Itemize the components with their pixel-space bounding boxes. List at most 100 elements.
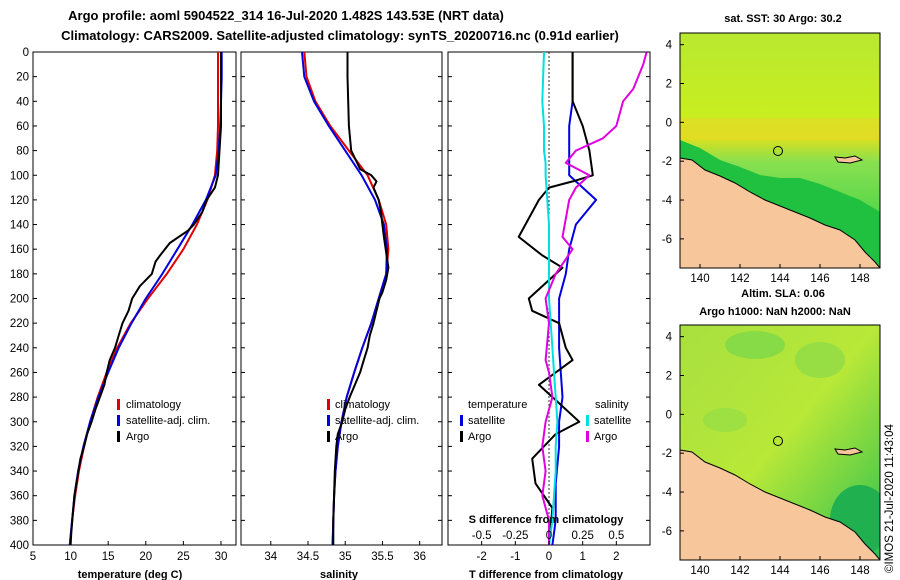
- legend-title-temperature: temperature: [468, 399, 527, 411]
- p1-xtick-label: 10: [64, 551, 77, 563]
- depth-tick-label: 320: [10, 441, 29, 453]
- m1-ticks-lon-label: 140: [690, 273, 709, 285]
- m2-ticks-lat-label: -4: [662, 487, 673, 499]
- legend3-swatch-sal-satellite: [586, 415, 589, 426]
- depth-tick-label: 160: [10, 244, 29, 256]
- p3-series-salinity-argo: [541, 51, 648, 545]
- m1-ticks-lon-label: 144: [770, 273, 790, 285]
- p1-xtick-label: 20: [139, 551, 152, 563]
- depth-tick-label: 220: [10, 318, 29, 330]
- m2-ticks-lat-label: -2: [662, 448, 672, 460]
- p3-series-temperature-satellite: [551, 52, 598, 546]
- legend2-swatch-argo: [327, 431, 330, 442]
- m1-ticks-lat-label: -2: [662, 156, 672, 168]
- depth-tick-label: 260: [10, 367, 29, 379]
- legend3-temp-satellite: satellite: [468, 415, 505, 427]
- t-difference-xlabel: T difference from climatology: [469, 569, 624, 580]
- depth-tick-label: 20: [16, 72, 29, 84]
- legend3-sal-satellite: satellite: [594, 415, 631, 427]
- depth-tick-label: 140: [10, 220, 29, 232]
- depth-tick-label: 300: [10, 417, 29, 429]
- legend-swatch-satellite-adj: [117, 415, 120, 426]
- depth-tick-label: 100: [10, 170, 29, 182]
- difference-panel: -2 -1 0 1 2 -0.5 -0.25 0 0.25 0.5 S difference fr…: [447, 51, 651, 580]
- m2-ticks-lon-label: 142: [730, 565, 749, 577]
- legend2-climatology: climatology: [335, 399, 391, 411]
- depth-tick-label: 340: [10, 466, 29, 478]
- m1-ticks-lat-label: -6: [662, 234, 672, 246]
- p1-xtick-label: 15: [102, 551, 115, 563]
- m2-ticks-lat-label: 2: [666, 370, 672, 382]
- p3-xtick-label: 2: [613, 551, 619, 563]
- legend3-swatch-temp-argo: [460, 431, 463, 442]
- sdiff-tick-label: -0.25: [502, 530, 528, 542]
- depth-tick-label: 240: [10, 343, 29, 355]
- depth-tick-label: 200: [10, 294, 29, 306]
- m2-ticks-lon-label: 144: [770, 565, 790, 577]
- legend-climatology: climatology: [126, 399, 182, 411]
- credit-stamp: ©IMOS 21-Jul-2020 11:43:04: [884, 423, 896, 573]
- legend-argo: Argo: [126, 431, 149, 443]
- sla-land: [680, 449, 880, 560]
- legend-swatch-climatology: [117, 399, 120, 410]
- sst-island: [834, 155, 864, 164]
- depth-tick-label: 400: [10, 540, 29, 552]
- sdiff-tick-label: 0: [546, 530, 552, 542]
- p2-xtick-label: 36: [413, 551, 426, 563]
- sst-map: sat. SST: 30 Argo: 30.2: [662, 13, 881, 285]
- sst-argo-location: [773, 146, 783, 156]
- depth-tick-label: 80: [16, 146, 29, 158]
- p1-xtick-label: 5: [30, 551, 36, 563]
- legend2-argo: Argo: [335, 431, 358, 443]
- salinity-xlabel: salinity: [320, 569, 359, 580]
- p1-xtick-label: 30: [215, 551, 228, 563]
- legend3-swatch-sal-argo: [586, 431, 589, 442]
- sla-map-title-2: Argo h1000: NaN h2000: NaN: [699, 306, 851, 318]
- m1-ticks-lon-label: 148: [850, 273, 869, 285]
- depth-tick-label: 180: [10, 269, 29, 281]
- p2-xtick-label: 34: [264, 551, 277, 563]
- salinity-legend: climatology satellite-adj. clim. Argo: [327, 399, 419, 443]
- legend-title-salinity: salinity: [595, 399, 629, 411]
- legend2-swatch-satellite-adj: [327, 415, 330, 426]
- sla-map: Altim. SLA: 0.06 Argo h1000: NaN h2000: …: [662, 288, 881, 577]
- title-line-1: Argo profile: aoml 5904522_314 16-Jul-20…: [68, 8, 504, 23]
- p2-xtick-label: 35: [339, 551, 352, 563]
- temperature-panel: 0 20 40 60 80 100 120 140 160 180 200 220 240 260 280 3…: [10, 47, 237, 580]
- legend2-swatch-climatology: [327, 399, 330, 410]
- p2-xtick-label: 35.5: [371, 551, 393, 563]
- depth-tick-label: 280: [10, 392, 29, 404]
- depth-tick-label: 120: [10, 195, 29, 207]
- difference-legend: temperature satellite Argo salinity sate…: [460, 399, 631, 443]
- temperature-legend: climatology satellite-adj. clim. Argo: [117, 399, 210, 443]
- legend2-satellite-adj: satellite-adj. clim.: [335, 415, 419, 427]
- s-difference-label: S difference from climatology: [469, 514, 625, 526]
- legend-swatch-argo: [117, 431, 120, 442]
- temperature-xlabel: temperature (deg C): [78, 569, 183, 580]
- p3-xtick-label: 0: [546, 551, 552, 563]
- temperature-plot-frame: [32, 51, 237, 546]
- salinity-plot-frame: [240, 51, 443, 546]
- m2-ticks-lon-label: 146: [810, 565, 829, 577]
- p1-xtick-label: 25: [177, 551, 190, 563]
- title-line-2: Climatology: CARS2009. Satellite-adjuste…: [61, 28, 619, 43]
- legend3-sal-argo: Argo: [594, 431, 617, 443]
- m1-ticks-lat-label: 2: [666, 78, 672, 90]
- sst-warm-band: [680, 118, 880, 140]
- depth-tick-label: 360: [10, 491, 29, 503]
- sdiff-tick-label: 0.25: [571, 530, 593, 542]
- legend-satellite-adj: satellite-adj. clim.: [126, 415, 210, 427]
- m1-ticks-lat-label: 4: [666, 40, 673, 52]
- sla-map-title-1: Altim. SLA: 0.06: [741, 288, 825, 300]
- p1-series-argo: [69, 52, 222, 546]
- depth-tick-label: 0: [23, 47, 29, 59]
- sdiff-tick-label: -0.5: [472, 530, 492, 542]
- p3-xtick-label: 1: [579, 551, 585, 563]
- m2-ticks-lon-label: 140: [690, 565, 709, 577]
- m1-ticks-lon-label: 146: [810, 273, 829, 285]
- sdiff-tick-label: 0.5: [608, 530, 624, 542]
- m2-ticks-lat-label: 0: [666, 409, 672, 421]
- legend3-temp-argo: Argo: [468, 431, 491, 443]
- depth-tick-label: 60: [16, 121, 29, 133]
